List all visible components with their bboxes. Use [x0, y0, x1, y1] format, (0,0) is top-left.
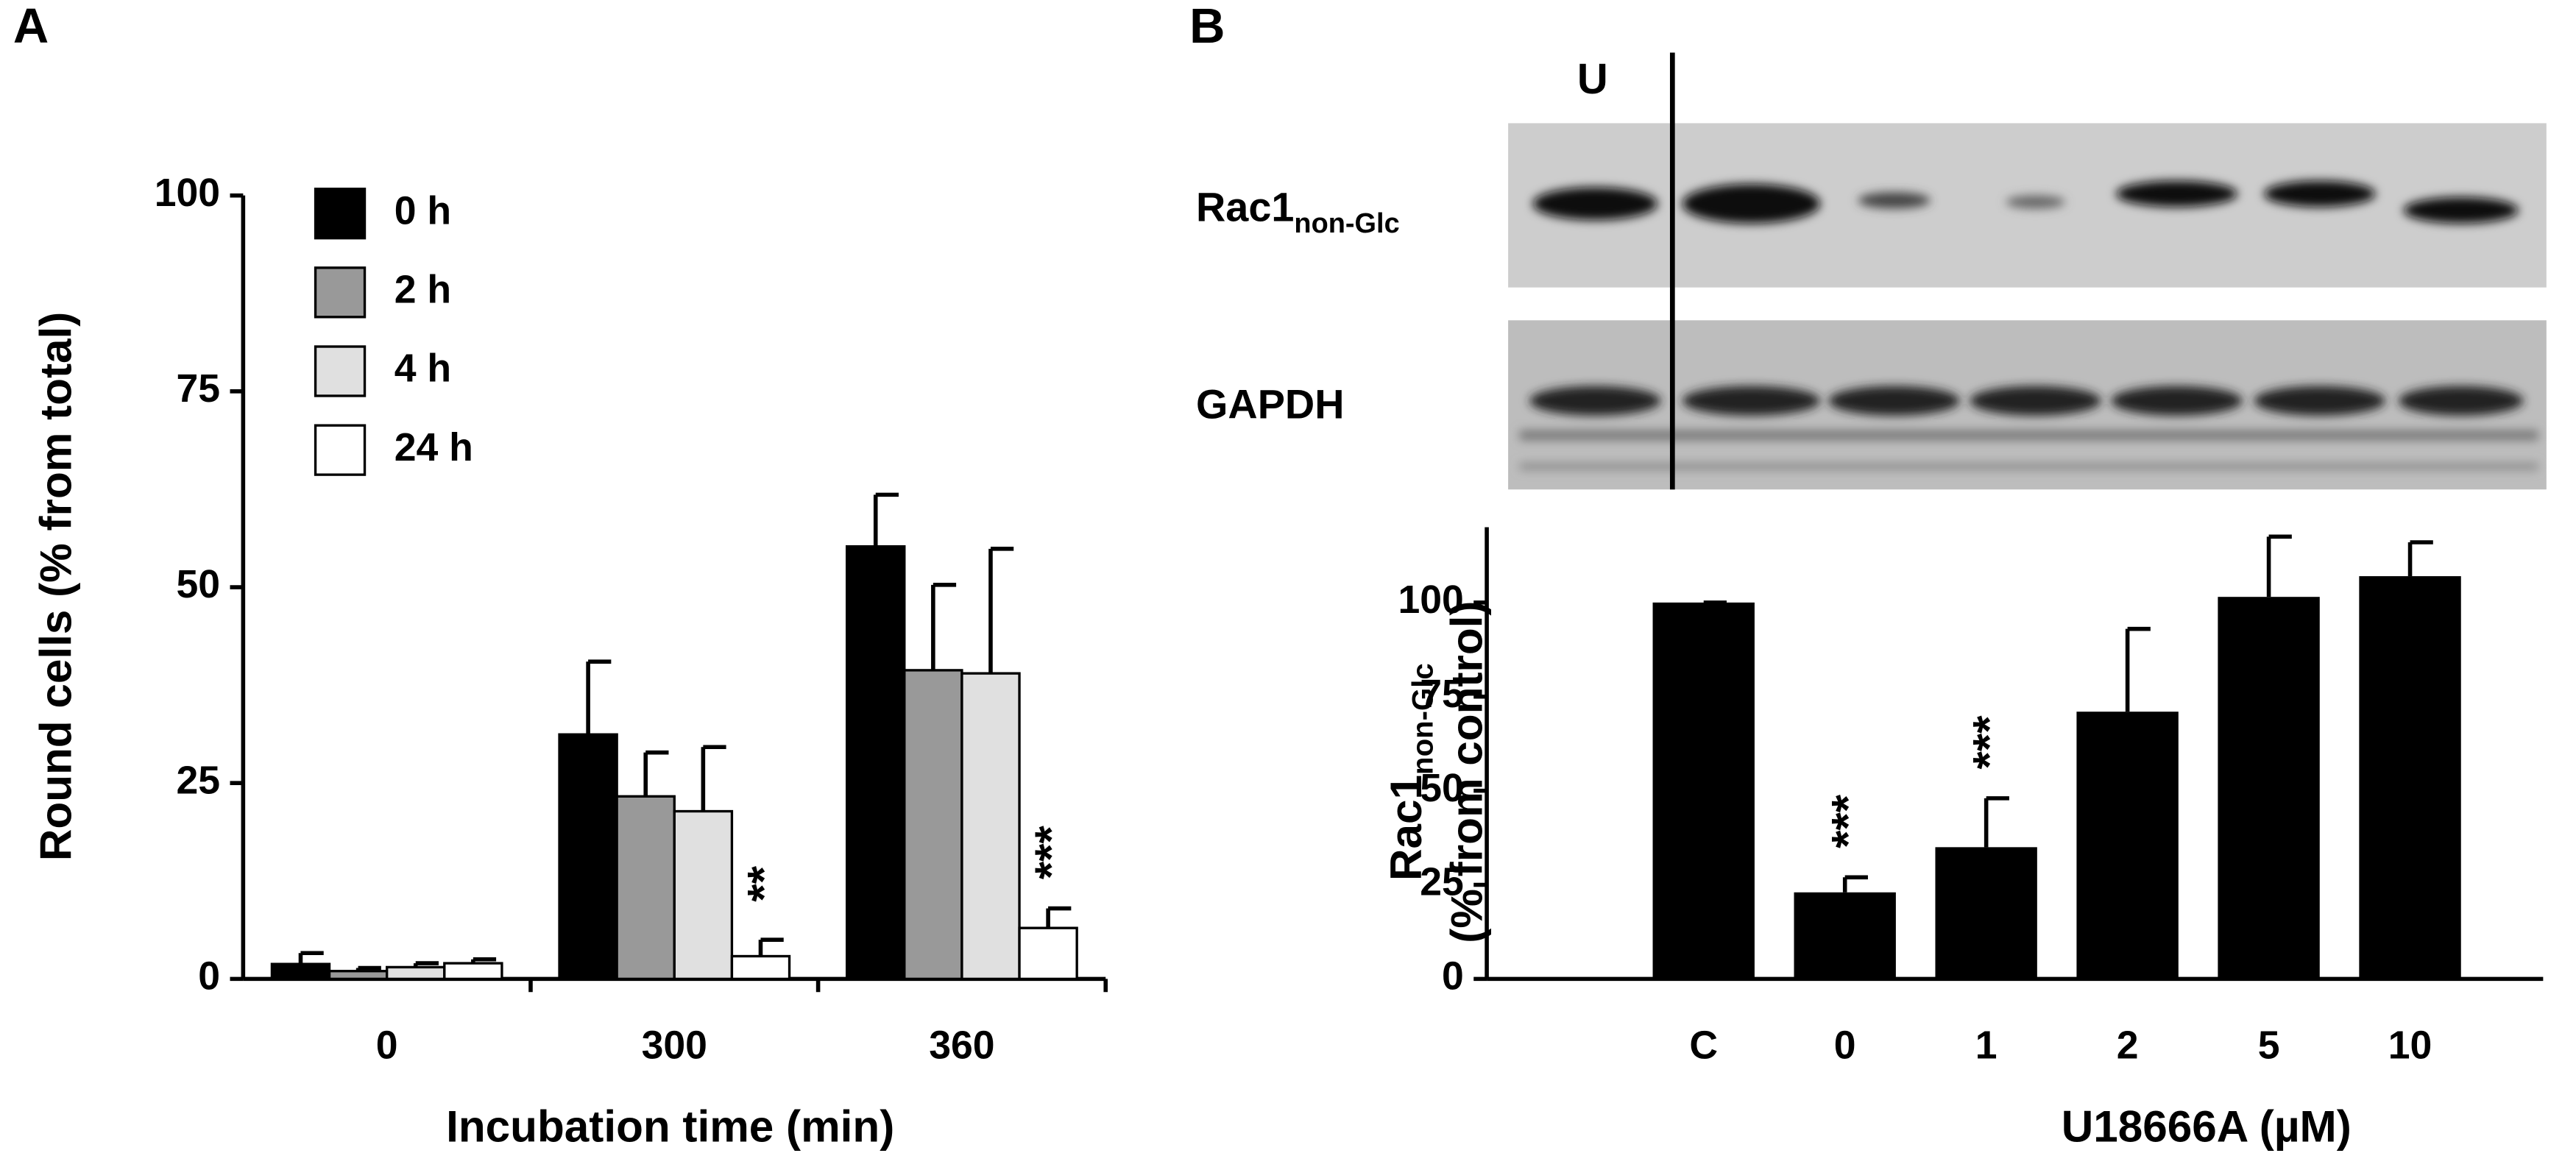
- bar: [1018, 926, 1078, 981]
- legend-swatch: [314, 188, 367, 240]
- x-tick-label: 5: [2258, 1024, 2280, 1067]
- legend-label: 4 h: [394, 347, 451, 391]
- y-tick-label: 25: [1420, 861, 1464, 904]
- panel-letter: A: [13, 0, 49, 54]
- significance-label: ***: [1822, 794, 1874, 848]
- bar: [730, 954, 791, 981]
- x-axis-label: Incubation time (min): [446, 1102, 894, 1152]
- y-axis-label-subscript: non-Glc: [1406, 663, 1439, 775]
- legend-label: 24 h: [394, 426, 473, 469]
- x-tick-label: 0: [376, 1024, 398, 1067]
- x-axis-label: U18666A (µM): [2062, 1102, 2352, 1152]
- bar: [2359, 576, 2461, 979]
- x-tick-label: 2: [2117, 1024, 2139, 1067]
- legend-label: 0 h: [394, 189, 451, 233]
- y-tick-label: 0: [198, 955, 220, 998]
- x-tick-label: 360: [929, 1024, 994, 1067]
- blot-label: GAPDH: [1196, 380, 1345, 427]
- bar: [615, 795, 676, 981]
- bar: [845, 545, 906, 981]
- blot-label-subscript: non-Glc: [1294, 208, 1399, 239]
- legend-swatch: [314, 345, 367, 397]
- bar: [960, 672, 1021, 981]
- lane-label: U: [1577, 55, 1608, 103]
- y-tick-label: 100: [155, 171, 220, 215]
- x-tick-label: 1: [1975, 1024, 1998, 1067]
- y-tick-label: 0: [1442, 955, 1464, 998]
- y-tick-label: 50: [177, 563, 221, 606]
- bar: [1652, 602, 1755, 979]
- bar: [1794, 892, 1896, 979]
- legend-swatch: [314, 266, 367, 319]
- blot-label: Rac1non-Glc: [1196, 183, 1400, 238]
- y-axis-label-main: Rac1: [1381, 775, 1431, 881]
- y-tick-label: 50: [1420, 767, 1464, 810]
- bar: [385, 965, 446, 981]
- bar: [328, 970, 389, 981]
- y-tick-label: 75: [177, 367, 221, 411]
- bar: [443, 962, 503, 981]
- legend-label: 2 h: [394, 269, 451, 312]
- bar: [558, 733, 618, 981]
- x-tick-label: 300: [642, 1024, 707, 1067]
- bar: [903, 669, 963, 981]
- y-tick-label: 100: [1398, 578, 1463, 622]
- x-tick-label: 0: [1834, 1024, 1856, 1067]
- significance-label: **: [738, 865, 790, 901]
- blot-label-main: Rac1: [1196, 183, 1294, 230]
- y-axis-label: Rac1non-Glc: [1381, 663, 1439, 881]
- y-tick-label: 25: [177, 759, 221, 802]
- bar: [270, 962, 331, 981]
- bar: [2076, 712, 2179, 979]
- x-tick-label: 10: [2388, 1024, 2432, 1067]
- blot-image: [1508, 52, 2547, 490]
- y-axis-label: Round cells (% from total): [30, 312, 80, 861]
- bar: [1935, 847, 2037, 979]
- significance-label: ***: [1026, 826, 1078, 880]
- legend-swatch: [314, 424, 367, 476]
- significance-label: ***: [1964, 715, 2015, 770]
- y-tick-label: 75: [1420, 673, 1464, 716]
- bar: [673, 809, 734, 981]
- x-tick-label: C: [1689, 1024, 1718, 1067]
- panel-letter: B: [1189, 0, 1225, 54]
- bar: [2218, 597, 2320, 979]
